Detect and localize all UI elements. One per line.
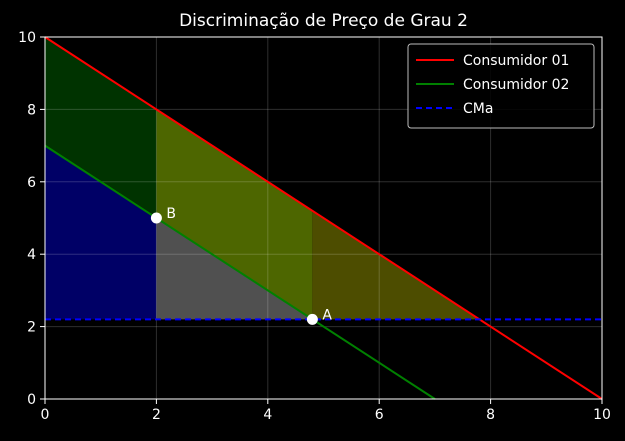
x-tick-label: 0 xyxy=(41,407,50,423)
data-points: AB xyxy=(150,206,332,325)
legend-label-1: Consumidor 01 xyxy=(463,53,569,69)
y-tick-label: 2 xyxy=(27,320,36,336)
point-label-b: B xyxy=(166,206,176,222)
y-tick-label: 6 xyxy=(27,175,36,191)
chart-title: Discriminação de Preço de Grau 2 xyxy=(179,11,468,31)
point-a xyxy=(306,313,318,325)
series-line-2 xyxy=(44,144,436,400)
y-tick-label: 10 xyxy=(18,30,36,46)
legend-box xyxy=(407,43,595,129)
x-tick-label: 10 xyxy=(593,407,611,423)
legend-label-2: Consumidor 02 xyxy=(463,77,569,93)
series-lines xyxy=(44,36,603,400)
point-b xyxy=(150,212,162,224)
region-olive-green-area xyxy=(156,109,313,320)
region-dark-green-area xyxy=(45,37,157,218)
x-tick-label: 2 xyxy=(152,407,161,423)
y-tick-label: 8 xyxy=(27,102,36,118)
x-tick-label: 8 xyxy=(486,407,495,423)
point-label-a: A xyxy=(322,307,332,323)
y-tick-label: 0 xyxy=(27,392,36,408)
plot-frame xyxy=(44,36,603,400)
legend: Consumidor 01 Consumidor 02 CMa xyxy=(407,43,595,129)
region-blue-area xyxy=(45,145,157,320)
legend-label-3: CMa xyxy=(463,101,493,117)
series-line-1 xyxy=(44,36,603,400)
x-tick-label: 6 xyxy=(375,407,384,423)
y-tick-label: 4 xyxy=(27,247,36,263)
x-tick-label: 4 xyxy=(263,407,272,423)
axis-ticks: 0 2 4 6 8 10 0 2 4 6 8 10 xyxy=(18,30,611,423)
